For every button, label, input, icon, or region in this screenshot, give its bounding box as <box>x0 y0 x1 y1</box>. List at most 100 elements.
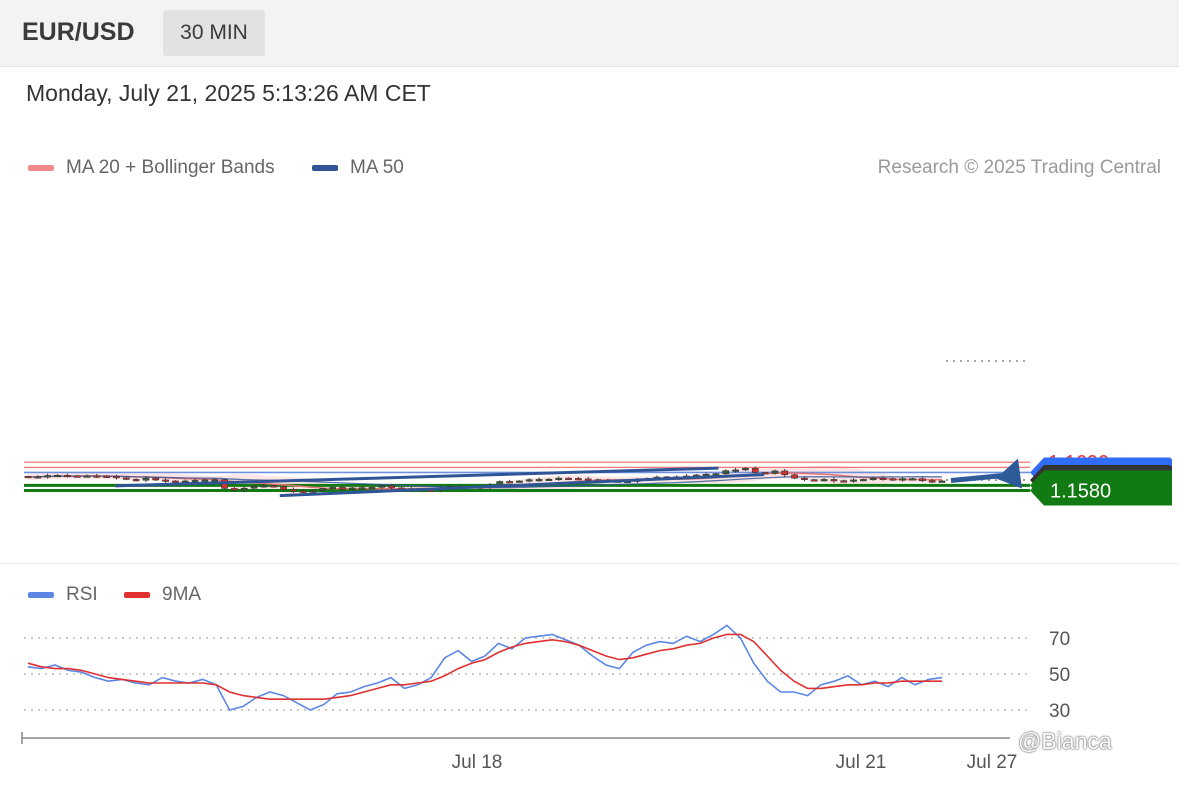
candle-body <box>44 475 52 478</box>
candle-body <box>781 470 789 476</box>
candle-body <box>132 479 140 482</box>
pivot-tag <box>1030 457 1172 488</box>
candle-body <box>309 490 317 493</box>
candle-body <box>673 476 680 479</box>
legend-9ma: 9MA <box>124 584 201 606</box>
candle-body <box>457 486 464 489</box>
candle-body <box>83 475 91 478</box>
channel-lower-line <box>279 473 765 498</box>
candle-body <box>427 489 435 492</box>
watermark: @Bianca <box>1018 728 1112 754</box>
rsi-legend-label: RSI <box>66 584 98 605</box>
candles <box>24 466 946 494</box>
candle-body <box>535 479 543 482</box>
current-price-tag <box>1030 464 1172 495</box>
candle-body <box>319 488 327 492</box>
time-tick-label: Jul 21 <box>836 752 887 773</box>
candle-body <box>339 487 346 490</box>
candle-body <box>702 473 710 477</box>
ma20-swatch <box>28 165 54 171</box>
bollinger-band-area <box>28 465 942 496</box>
candle-body <box>496 481 504 486</box>
candle-body <box>191 480 199 483</box>
candle-body <box>54 475 61 478</box>
candle-body <box>113 476 120 479</box>
candle-body <box>584 478 592 481</box>
rsi-tick-label: 50 <box>1049 665 1070 686</box>
candle-body <box>860 479 867 482</box>
candle-body <box>270 485 278 488</box>
rsi-ma-line <box>27 633 942 701</box>
candle-body <box>594 479 602 482</box>
timestamp: Monday, July 21, 2025 5:13:26 AM CET <box>26 80 431 106</box>
candle-body <box>221 479 228 489</box>
candle-body <box>663 476 671 479</box>
rsi-line <box>27 624 943 711</box>
candle-body <box>555 477 563 480</box>
candle-body <box>751 468 759 473</box>
candle-body <box>231 488 238 491</box>
candle-body <box>879 477 887 480</box>
rsi-grid: 70 50 30 <box>24 629 1070 722</box>
candle-body <box>290 489 297 492</box>
candle-body <box>643 478 651 481</box>
pivot-label: 1.1650 <box>1050 462 1111 484</box>
candle-body <box>889 478 897 481</box>
candle-body <box>928 480 936 483</box>
candle-body <box>466 486 474 489</box>
candle-body <box>142 477 150 481</box>
ma50-swatch <box>312 165 338 171</box>
candle-body <box>771 470 779 474</box>
candle-body <box>211 479 219 482</box>
candle-body <box>732 469 739 472</box>
timeframe-button[interactable]: 30 MIN <box>163 10 265 56</box>
moving-averages <box>27 472 943 490</box>
rsi-tick-label: 70 <box>1049 629 1070 650</box>
candle-body <box>712 473 720 476</box>
current-price-label: 1.1621 <box>1050 470 1111 492</box>
candle-body <box>545 478 553 481</box>
candle-body <box>63 475 71 478</box>
candle-body <box>801 477 808 480</box>
candle-body <box>368 487 376 490</box>
support-tag <box>1030 475 1172 506</box>
candle-body <box>791 474 798 479</box>
candle-body <box>525 479 533 482</box>
candle-body <box>633 479 641 482</box>
candle-body <box>152 477 160 481</box>
ma50-legend-label: MA 50 <box>350 157 404 178</box>
legend-rsi: RSI <box>28 584 98 606</box>
candle-body <box>447 486 454 489</box>
candle-body <box>575 478 582 481</box>
rsi-lines <box>27 624 943 711</box>
candle-body <box>909 478 916 481</box>
candle-body <box>869 477 877 480</box>
candle-body <box>918 478 926 482</box>
candle-body <box>93 475 101 478</box>
top-bar: EUR/USD 30 MIN <box>0 0 1179 67</box>
candle-body <box>201 479 209 482</box>
candle-body <box>614 480 622 483</box>
candle-body <box>565 477 572 480</box>
ma9-legend-label: 9MA <box>162 584 202 605</box>
candle-body <box>624 480 631 484</box>
resistance-label: 1.1690 <box>1048 452 1109 474</box>
ma9-swatch <box>124 592 150 598</box>
candle-body <box>506 481 513 484</box>
candle-body <box>378 485 386 488</box>
candle-body <box>742 468 749 471</box>
legend-ma50: MA 50 <box>312 157 404 179</box>
candle-body <box>388 485 395 489</box>
pane-divider <box>0 563 1179 564</box>
ma20-line <box>27 472 943 490</box>
candle-body <box>73 475 81 478</box>
candle-body <box>398 487 405 490</box>
rsi-tick-label: 30 <box>1049 701 1070 722</box>
trend-channel <box>115 458 1022 498</box>
candle-body <box>604 480 612 483</box>
candle-body <box>417 489 425 492</box>
candle-body <box>240 487 248 491</box>
